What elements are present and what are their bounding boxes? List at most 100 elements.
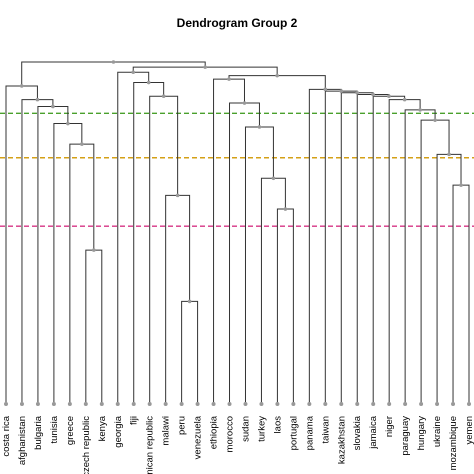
merge-node [283, 207, 288, 211]
merge-node [418, 108, 422, 112]
leaf-label: georgia [113, 415, 124, 447]
leaf-node [19, 402, 24, 406]
leaf-label: ukraine [432, 416, 443, 447]
leaf-label: fiji [129, 416, 140, 425]
leaf-node [147, 402, 152, 406]
leaf-label: bulgaria [33, 415, 44, 450]
leaf-label: paraguay [400, 416, 411, 456]
leaf-node [195, 402, 200, 406]
merge-node [35, 97, 40, 102]
cut-lines [0, 112, 474, 227]
leaf-label: costa rica [1, 415, 12, 456]
leaf-label: slovakia [352, 415, 363, 450]
leaf-node [259, 402, 264, 406]
merge-node [257, 125, 262, 129]
merge-node [19, 84, 24, 88]
leaf-label: peru [177, 416, 188, 435]
leaf-label: malawi [161, 416, 172, 446]
branch [85, 249, 103, 404]
leaf-node [179, 402, 184, 406]
merge-node [161, 94, 166, 98]
merge-node [355, 90, 359, 95]
merge-node [146, 80, 151, 85]
leaf-node [115, 402, 120, 406]
leaf-node [4, 402, 8, 406]
leaf-node [451, 402, 456, 406]
leaf-node [371, 402, 376, 406]
branch [149, 95, 179, 404]
branch [21, 61, 206, 86]
branch [276, 208, 294, 404]
merge-node [387, 94, 391, 98]
merge-node [51, 104, 55, 109]
leaf-node [323, 402, 328, 406]
branch [133, 82, 165, 404]
branch [229, 102, 260, 404]
branch [420, 119, 450, 404]
merge-node [111, 60, 116, 64]
branch [37, 105, 69, 404]
merge-nodes [19, 60, 463, 304]
branch [436, 153, 462, 404]
merge-node [433, 118, 437, 122]
leaf-node [403, 402, 408, 406]
leaf-label: laos [272, 416, 283, 434]
merge-node [402, 97, 407, 102]
merge-node [242, 101, 247, 105]
leaves: costa rica afghanistan bulgaria tunisia gree… [1, 402, 474, 474]
merge-node [66, 121, 70, 126]
leaf-node [51, 402, 56, 406]
leaf-label: ethiopia [209, 415, 220, 449]
leaf-node [227, 402, 232, 406]
merge-node [339, 89, 344, 93]
leaf-node [211, 402, 216, 406]
leaf-node [99, 402, 104, 406]
leaf-label: venezuela [193, 415, 204, 459]
branch [181, 300, 199, 404]
leaf-label: morocco [225, 416, 236, 452]
leaf-node [467, 402, 471, 406]
merge-node [447, 152, 451, 157]
leaf-node [387, 402, 392, 406]
merge-node [92, 248, 96, 252]
leaf-label: sudan [240, 416, 251, 442]
leaf-label: panama [304, 415, 315, 450]
leaf-node [131, 402, 136, 406]
merge-node [271, 176, 276, 181]
branch [69, 143, 95, 404]
branch [260, 177, 286, 404]
leaf-label: jamaica [368, 415, 379, 449]
leaf-label: kenya [97, 415, 108, 441]
leaf-label: turkey [256, 416, 267, 442]
merge-node [187, 299, 192, 304]
chart-title: Dendrogram Group 2 [177, 16, 298, 30]
leaf-node [35, 402, 40, 406]
leaf-label: hungary [416, 416, 427, 451]
merge-node [323, 87, 328, 92]
leaf-node [83, 402, 88, 406]
branch [228, 75, 326, 90]
merge-node [203, 65, 207, 69]
branch [244, 126, 274, 404]
leaf-node [435, 402, 440, 406]
merge-node [227, 77, 231, 81]
branch [452, 184, 470, 404]
leaf-label: dominican republic [145, 416, 156, 474]
leaf-label: mozambique [448, 416, 459, 470]
leaf-node [307, 402, 312, 406]
leaf-node [243, 402, 248, 406]
branch [404, 109, 436, 404]
merge-node [459, 183, 463, 187]
leaf-node [291, 402, 296, 406]
leaf-node [163, 402, 168, 406]
leaf-label: greece [65, 416, 76, 445]
merge-node [175, 193, 180, 198]
leaf-label: yemen [464, 416, 474, 445]
branch [53, 123, 83, 404]
leaf-label: taiwan [320, 416, 331, 443]
leaf-label: niger [384, 416, 395, 437]
leaf-node [67, 402, 72, 406]
leaf-label: tunisia [49, 415, 60, 443]
merge-node [275, 73, 279, 78]
